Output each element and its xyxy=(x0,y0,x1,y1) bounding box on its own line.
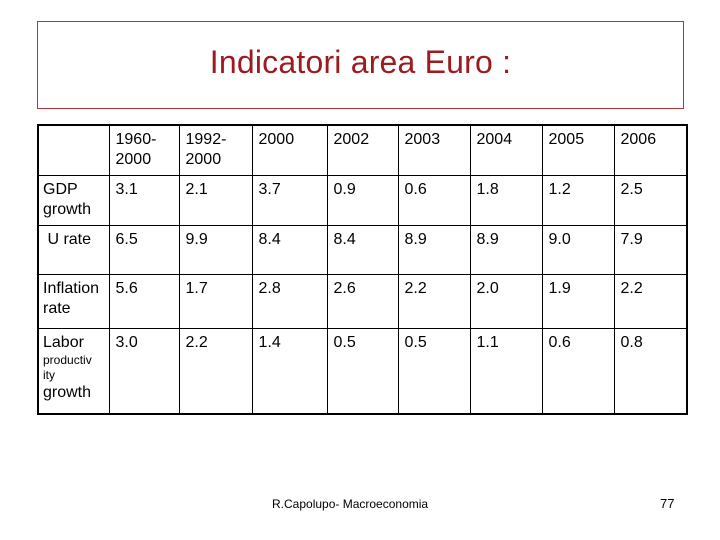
table-cell: 8.9 xyxy=(469,224,543,275)
row-label: Labor productiv ity growth xyxy=(37,327,110,415)
table-cell: 1.7 xyxy=(178,273,253,329)
table-cell: 7.9 xyxy=(613,224,688,275)
table-cell: 0.5 xyxy=(326,327,399,415)
row-label-line: Labor xyxy=(43,333,84,351)
table-cell: 8.4 xyxy=(326,224,399,275)
row-label: U rate xyxy=(37,224,110,275)
table-cell: 0.9 xyxy=(326,174,399,226)
title-box: Indicatori area Euro : xyxy=(37,21,684,109)
table-cell: 8.4 xyxy=(251,224,328,275)
table-row: U rate 6.5 9.9 8.4 8.4 8.9 8.9 9.0 7.9 xyxy=(37,224,688,275)
header-cell: 2000 xyxy=(251,124,328,176)
table-cell: 1.8 xyxy=(469,174,543,226)
table-cell: 0.6 xyxy=(541,327,615,415)
header-cell: 2004 xyxy=(469,124,543,176)
table-cell: 6.5 xyxy=(108,224,180,275)
table-cell: 1.9 xyxy=(541,273,615,329)
table-cell: 2.8 xyxy=(251,273,328,329)
table-cell: 1.1 xyxy=(469,327,543,415)
table-row: GDP growth 3.1 2.1 3.7 0.9 0.6 1.8 1.2 2… xyxy=(37,174,688,226)
table-cell: 2.6 xyxy=(326,273,399,329)
table-cell: 2.1 xyxy=(178,174,253,226)
header-cell: 1992- 2000 xyxy=(178,124,253,176)
header-cell: 2003 xyxy=(397,124,471,176)
indicators-table: 1960- 2000 1992- 2000 2000 2002 2003 200… xyxy=(37,124,688,415)
table-cell: 2.2 xyxy=(178,327,253,415)
table-cell: 9.0 xyxy=(541,224,615,275)
header-cell: 2002 xyxy=(326,124,399,176)
row-label-line: productiv ity xyxy=(43,352,92,382)
table-cell: 3.7 xyxy=(251,174,328,226)
table-row: Labor productiv ity growth 3.0 2.2 1.4 0… xyxy=(37,327,688,415)
header-row: 1960- 2000 1992- 2000 2000 2002 2003 200… xyxy=(37,124,688,176)
table-cell: 2.2 xyxy=(397,273,471,329)
row-label-line: growth xyxy=(43,383,92,401)
table-cell: 5.6 xyxy=(108,273,180,329)
slide-title: Indicatori area Euro : xyxy=(209,43,512,80)
table-cell: 8.9 xyxy=(397,224,471,275)
table-cell: 1.4 xyxy=(251,327,328,415)
row-label: Inflation rate xyxy=(37,273,110,329)
header-cell: 1960- 2000 xyxy=(108,124,180,176)
table-cell: 3.1 xyxy=(108,174,180,226)
header-cell-empty xyxy=(37,124,110,176)
table-cell: 1.2 xyxy=(541,174,615,226)
header-cell: 2005 xyxy=(541,124,615,176)
table-cell: 9.9 xyxy=(178,224,253,275)
page-number: 77 xyxy=(660,496,675,511)
footer-text: R.Capolupo- Macroeconomia xyxy=(272,497,429,511)
table-cell: 2.0 xyxy=(469,273,543,329)
table-cell: 2.2 xyxy=(613,273,688,329)
table-cell: 0.6 xyxy=(397,174,471,226)
table-row: Inflation rate 5.6 1.7 2.8 2.6 2.2 2.0 1… xyxy=(37,273,688,329)
row-label: GDP growth xyxy=(37,174,110,226)
header-cell: 2006 xyxy=(613,124,688,176)
table-cell: 0.5 xyxy=(397,327,471,415)
table-cell: 3.0 xyxy=(108,327,180,415)
table-cell: 0.8 xyxy=(613,327,688,415)
table-cell: 2.5 xyxy=(613,174,688,226)
